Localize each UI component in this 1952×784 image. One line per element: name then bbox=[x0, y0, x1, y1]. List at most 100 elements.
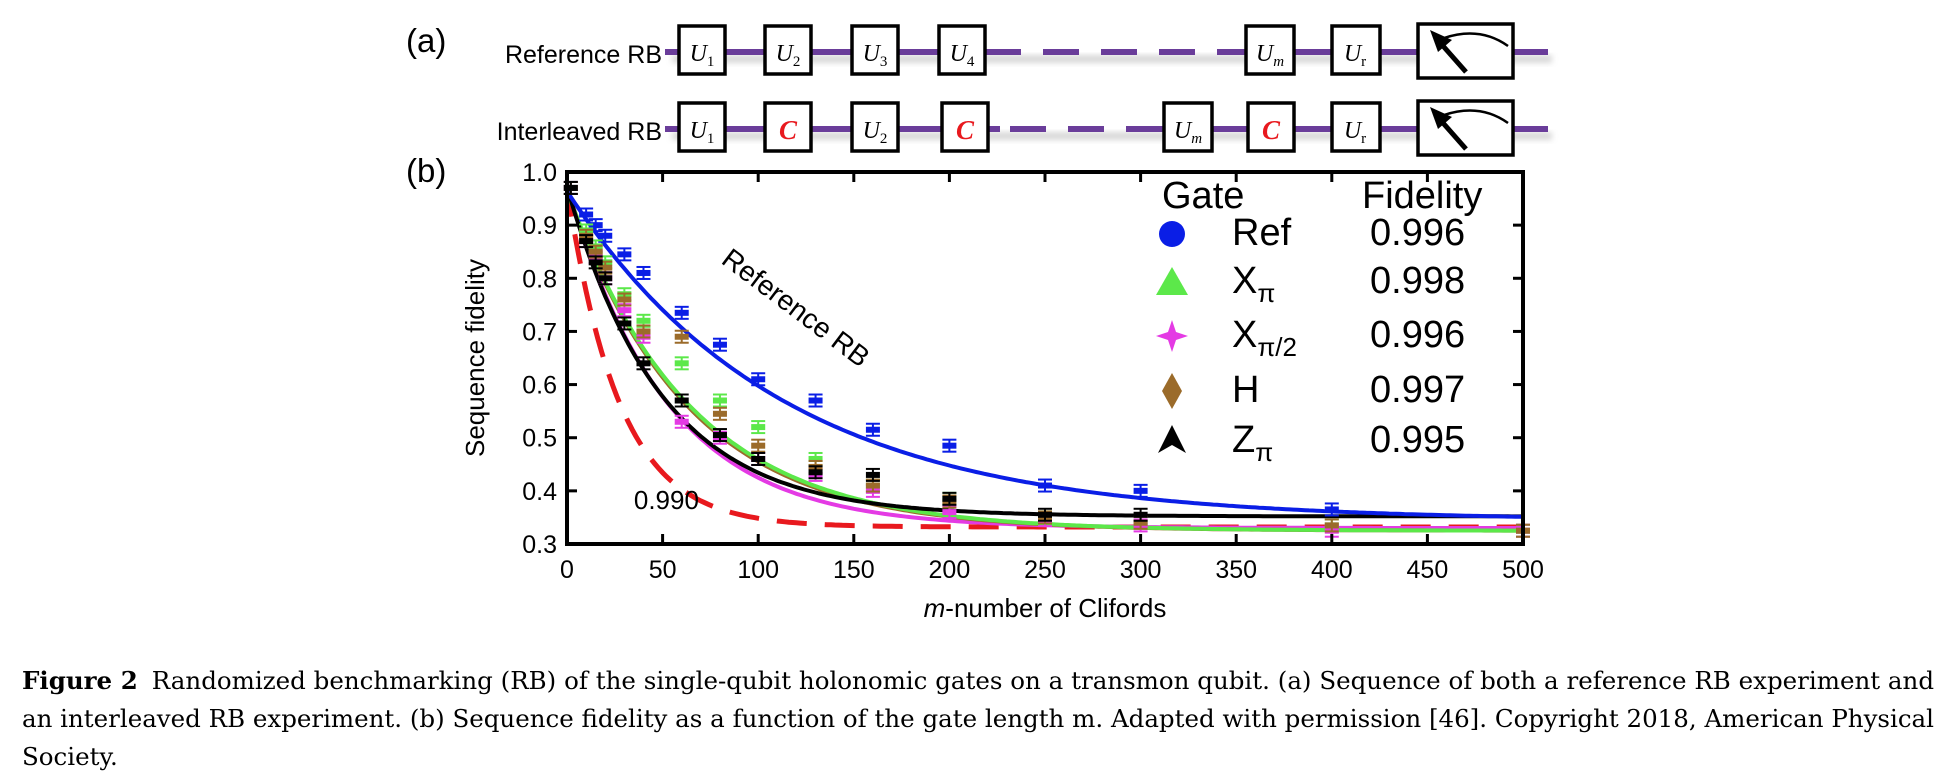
measurement-meter-icon bbox=[1416, 99, 1515, 157]
panel-b-label: (b) bbox=[406, 152, 446, 189]
legend-gate-name: Xπ bbox=[1232, 260, 1275, 308]
data-point bbox=[588, 255, 603, 270]
svg-text:C: C bbox=[779, 115, 798, 145]
gate-u4: U4 bbox=[937, 24, 987, 76]
data-point bbox=[865, 467, 880, 482]
y-axis-label: Sequence fidelity bbox=[460, 259, 490, 457]
data-point bbox=[617, 247, 632, 262]
panel-a-label: (a) bbox=[406, 22, 446, 59]
gate-ur: Ur bbox=[1330, 101, 1382, 153]
data-point bbox=[598, 228, 613, 243]
legend-fidelity-value: 0.996 bbox=[1370, 212, 1465, 254]
gate-u2: U2 bbox=[763, 24, 813, 76]
legend-gate-name: Xπ/2 bbox=[1232, 314, 1297, 362]
data-point bbox=[751, 420, 766, 435]
legend-header-fidelity: Fidelity bbox=[1362, 175, 1482, 217]
data-point bbox=[751, 438, 766, 453]
svg-text:Um: Um bbox=[1174, 118, 1202, 147]
data-point bbox=[617, 316, 632, 331]
figure-2: (a) Reference RB U1 U2 U3 U4 bbox=[406, 22, 1552, 623]
x-tick-label: 0 bbox=[560, 556, 574, 584]
data-point bbox=[617, 292, 632, 307]
panel-b-chart: (b) 0 50 100 150 200 250 300 350 400 450 500 0.3 0.4… bbox=[406, 152, 1544, 623]
svg-text:U3: U3 bbox=[863, 41, 888, 70]
y-tick-label: 0.6 bbox=[522, 372, 557, 400]
row-label-reference: Reference RB bbox=[505, 41, 662, 69]
x-tick-label: 450 bbox=[1407, 556, 1449, 584]
x-tick-label: 350 bbox=[1215, 556, 1257, 584]
legend-marker-diamond bbox=[1162, 373, 1182, 409]
data-point bbox=[598, 271, 613, 286]
data-point bbox=[1324, 518, 1339, 533]
data-point bbox=[636, 265, 651, 280]
y-tick-label: 1.0 bbox=[522, 159, 557, 187]
legend-entry: Zπ 0.995 bbox=[1158, 419, 1465, 467]
svg-text:U1: U1 bbox=[690, 41, 715, 70]
rb-fidelity-chart: 0 50 100 150 200 250 300 350 400 450 500 0.3 0.4 0.5 0… bbox=[460, 159, 1544, 623]
legend-fidelity-value: 0.995 bbox=[1370, 419, 1465, 461]
legend-gate-name: Ref bbox=[1232, 212, 1292, 254]
data-point bbox=[636, 356, 651, 371]
gate-um: Um bbox=[1244, 24, 1296, 76]
legend: Gate Fidelity Ref 0.996 Xπ 0.998 Xπ/2 0.996 H 0.9… bbox=[1156, 175, 1482, 467]
svg-text:U4: U4 bbox=[950, 41, 975, 70]
data-point bbox=[674, 305, 689, 320]
data-point bbox=[865, 422, 880, 437]
interleaved-rb-row: Interleaved RB U1 C U2 C bbox=[497, 99, 1552, 157]
data-point bbox=[1133, 507, 1148, 522]
annotation-reference-rb: Reference RB bbox=[716, 242, 875, 373]
y-tick-label: 0.4 bbox=[522, 478, 557, 506]
data-point bbox=[1038, 507, 1052, 522]
measurement-meter-icon bbox=[1416, 22, 1515, 80]
x-tick-label: 100 bbox=[737, 556, 779, 584]
svg-text:C: C bbox=[956, 115, 975, 145]
svg-text:Ur: Ur bbox=[1344, 118, 1366, 147]
data-point bbox=[751, 372, 766, 387]
figure-caption: Figure 2 Randomized benchmarking (RB) of … bbox=[22, 662, 1934, 776]
svg-text:U2: U2 bbox=[776, 41, 801, 70]
legend-gate-name: H bbox=[1232, 369, 1259, 411]
data-point bbox=[636, 324, 651, 339]
gate-u2: U2 bbox=[850, 101, 900, 153]
legend-marker-arrowhead bbox=[1158, 425, 1186, 453]
x-tick-label: 200 bbox=[929, 556, 971, 584]
data-point bbox=[751, 451, 766, 466]
data-point bbox=[674, 356, 689, 371]
gate-c: C bbox=[940, 101, 990, 153]
y-tick-label: 0.5 bbox=[522, 425, 557, 453]
x-tick-label: 500 bbox=[1502, 556, 1544, 584]
x-tick-label: 50 bbox=[649, 556, 677, 584]
data-point bbox=[674, 414, 689, 429]
x-tick-label: 400 bbox=[1311, 556, 1353, 584]
svg-text:Ur: Ur bbox=[1344, 41, 1366, 70]
legend-fidelity-value: 0.996 bbox=[1370, 314, 1465, 356]
gate-ur: Ur bbox=[1330, 24, 1382, 76]
data-point bbox=[808, 393, 823, 408]
row-label-interleaved: Interleaved RB bbox=[497, 118, 662, 146]
legend-header-gate: Gate bbox=[1162, 175, 1244, 217]
gate-c: C bbox=[1246, 101, 1296, 153]
data-point bbox=[674, 329, 689, 344]
data-point bbox=[712, 428, 727, 443]
gate-u1: U1 bbox=[677, 24, 727, 76]
legend-gate-name: Zπ bbox=[1232, 419, 1273, 467]
data-point bbox=[579, 207, 594, 222]
y-tick-label: 0.8 bbox=[522, 265, 557, 293]
svg-text:Um: Um bbox=[1256, 41, 1284, 70]
caption-label: Figure 2 bbox=[22, 666, 138, 695]
svg-text:U1: U1 bbox=[690, 118, 715, 147]
gate-u3: U3 bbox=[850, 24, 900, 76]
legend-fidelity-value: 0.997 bbox=[1370, 369, 1465, 411]
gate-um: Um bbox=[1162, 101, 1214, 153]
legend-entry: H 0.997 bbox=[1162, 369, 1465, 411]
reference-rb-row: Reference RB U1 U2 U3 U4 bbox=[505, 22, 1552, 80]
x-tick-label: 250 bbox=[1024, 556, 1066, 584]
legend-fidelity-value: 0.998 bbox=[1370, 260, 1465, 302]
data-point bbox=[808, 465, 823, 480]
data-point bbox=[942, 491, 957, 506]
legend-entry: Ref 0.996 bbox=[1159, 212, 1465, 254]
gate-c: C bbox=[763, 101, 813, 153]
annotation-0990: 0.990 bbox=[634, 485, 699, 515]
legend-marker-triangle bbox=[1156, 267, 1188, 295]
legend-entry: Xπ 0.998 bbox=[1156, 260, 1465, 308]
